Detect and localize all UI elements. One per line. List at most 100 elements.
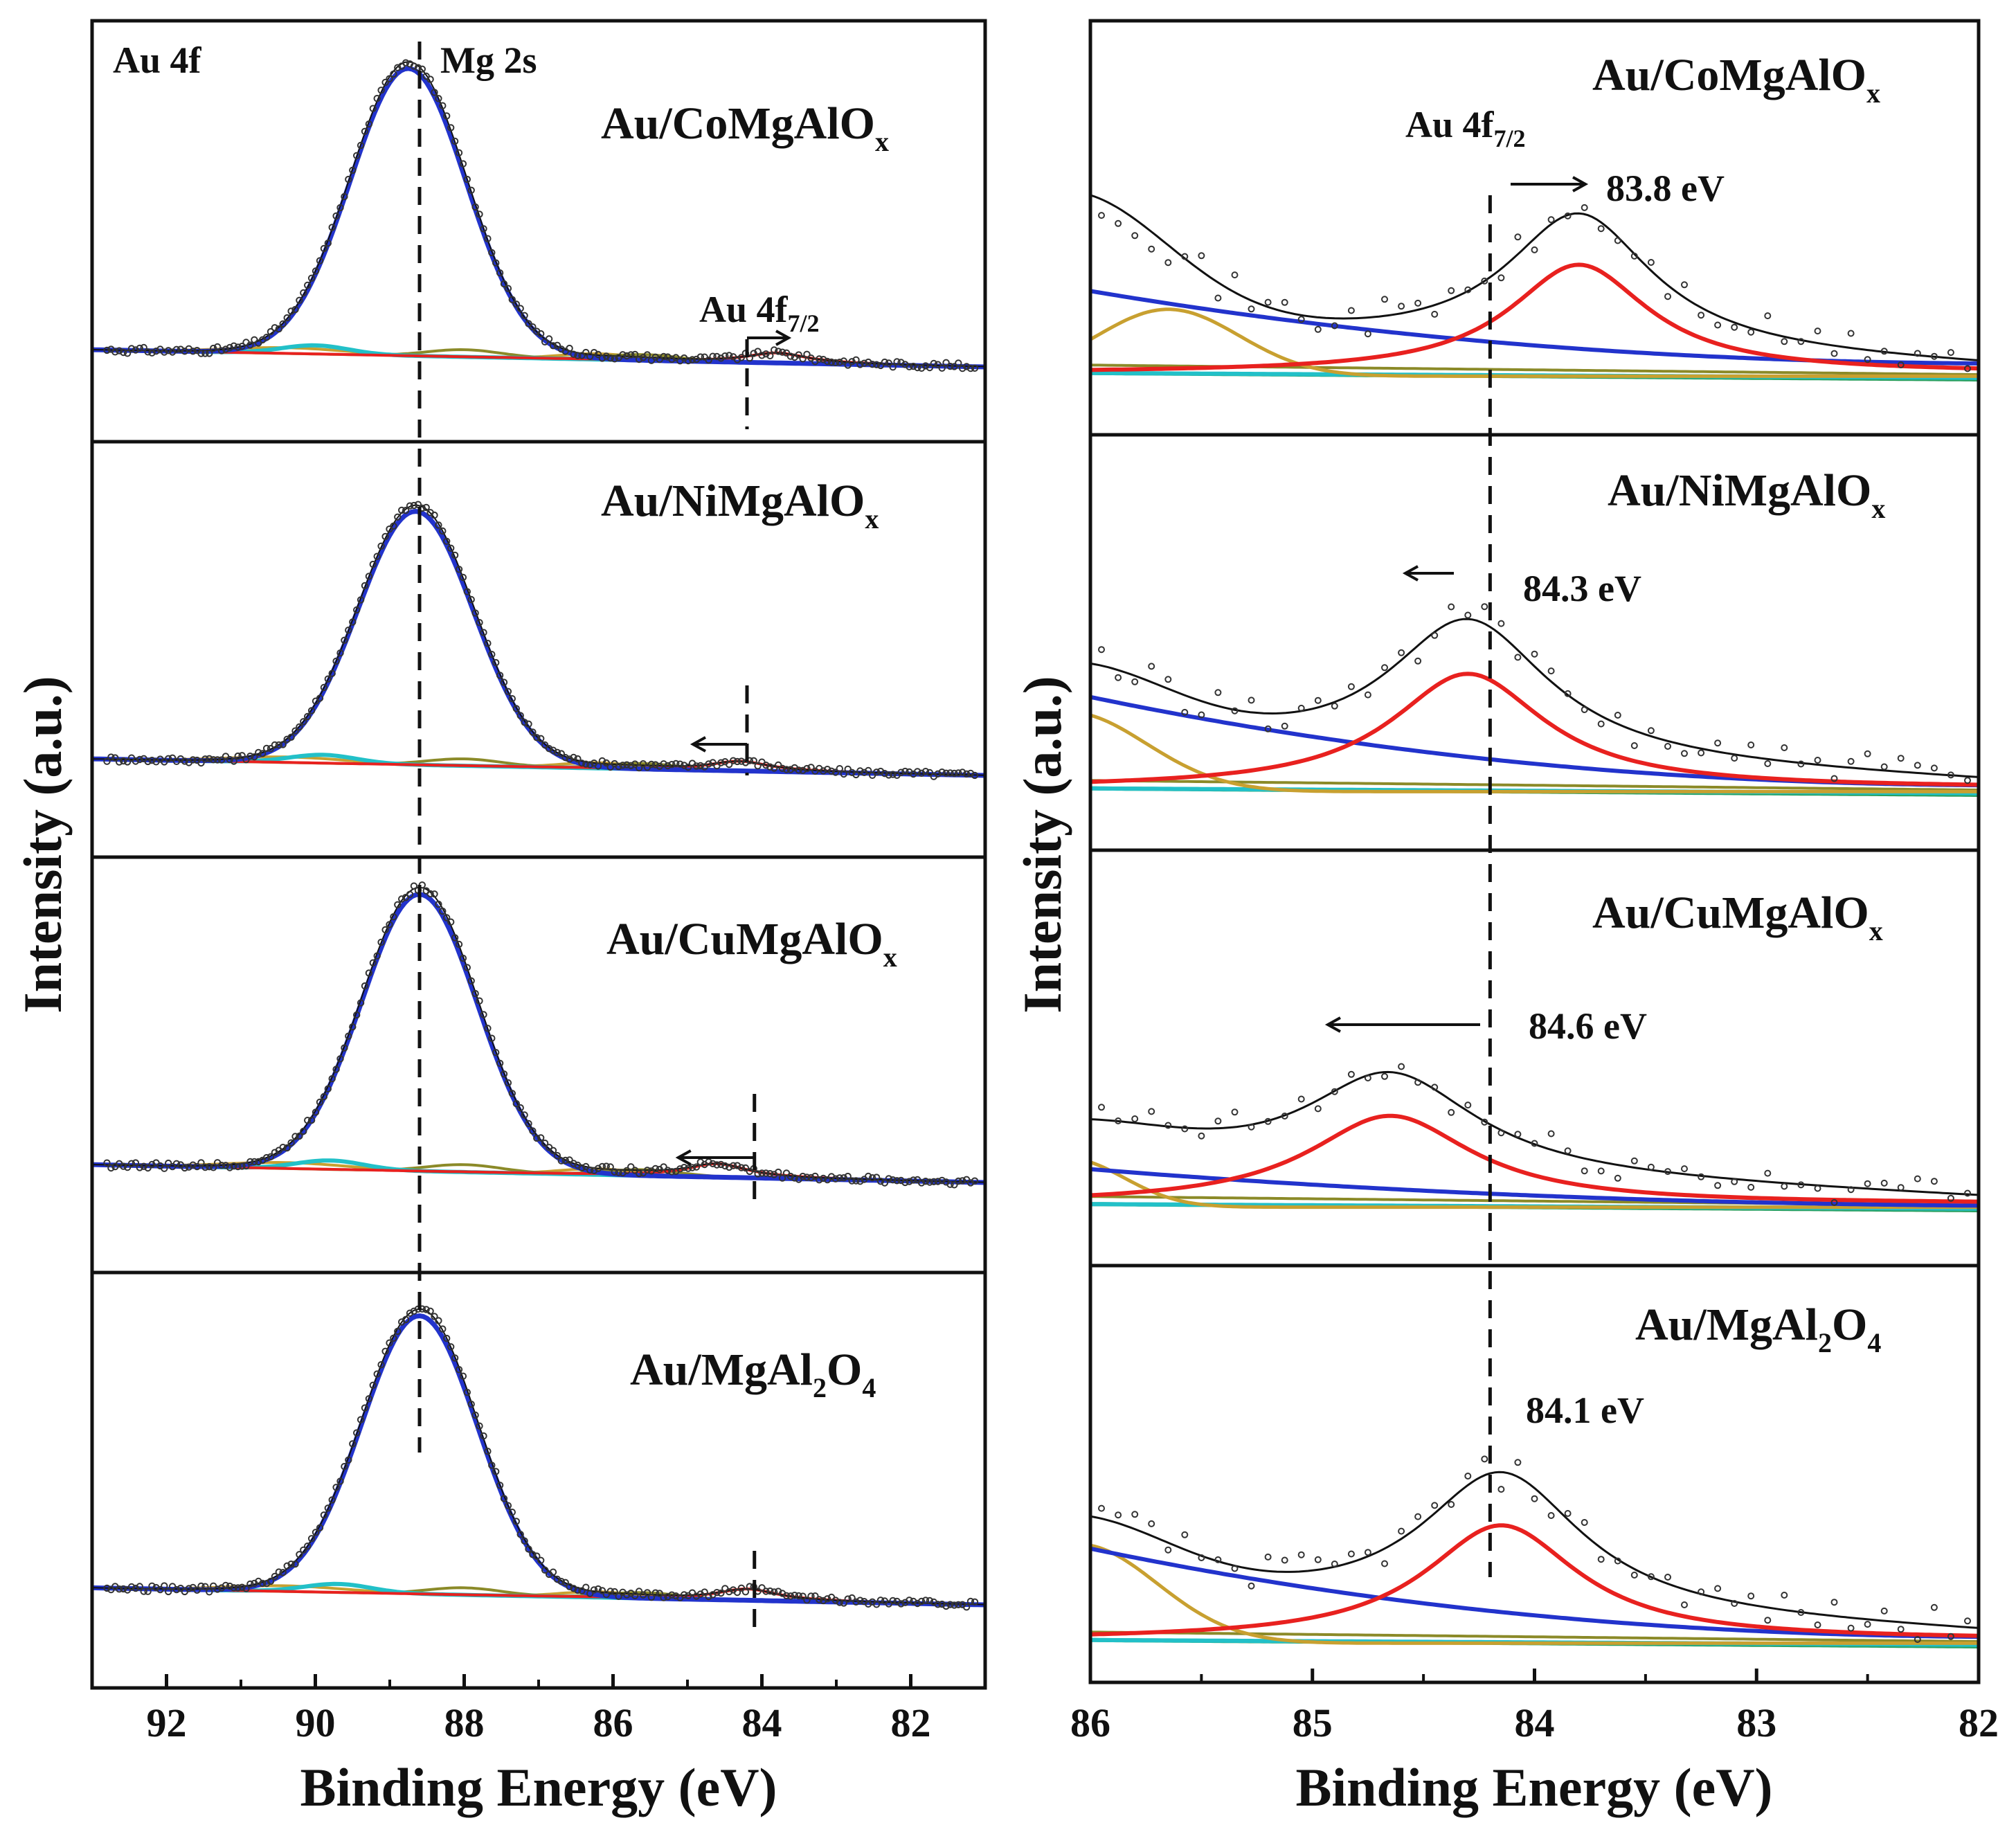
left-data-point xyxy=(660,1163,667,1171)
right-data-point xyxy=(1698,1173,1705,1180)
left-data-point xyxy=(226,1164,234,1171)
left-data-point xyxy=(336,649,344,657)
right-plot-area xyxy=(1089,176,1979,1648)
left-data-point xyxy=(533,1134,541,1142)
left-data-point xyxy=(651,1589,659,1597)
right-data-point xyxy=(1964,1189,1971,1197)
right-data-point xyxy=(1164,259,1172,267)
right-au-peak-fit xyxy=(1090,1113,1979,1204)
left-data-point xyxy=(320,1511,328,1519)
left-data-point xyxy=(345,1032,352,1040)
left-data-point xyxy=(684,763,692,771)
left-data-point xyxy=(590,349,598,357)
left-panel-2 xyxy=(91,501,986,780)
left-data-point xyxy=(717,759,725,766)
right-panel-3 xyxy=(1090,1063,1979,1212)
right-data-point xyxy=(1264,298,1272,306)
left-data-point xyxy=(959,1177,966,1185)
left-data-point xyxy=(410,882,418,890)
left-data-point xyxy=(901,1178,909,1187)
left-data-point xyxy=(521,1111,528,1119)
left-data-point xyxy=(545,335,553,343)
left-data-point xyxy=(402,507,410,514)
left-data-point xyxy=(365,1395,373,1403)
right-data-point xyxy=(1264,1553,1272,1561)
right-sample-label-cu-main: Au/CuMgAlO xyxy=(1592,888,1869,938)
left-data-point xyxy=(161,1582,168,1590)
left-data-point xyxy=(349,166,357,174)
right-data-point xyxy=(1880,1179,1888,1187)
left-data-point xyxy=(467,595,475,604)
left-data-point xyxy=(439,527,447,535)
left-sample-label-ni-main: Au/NiMgAlO xyxy=(601,476,865,526)
left-data-point xyxy=(439,907,447,915)
left-data-point xyxy=(357,596,365,604)
right-data-point xyxy=(1630,252,1638,260)
left-data-point xyxy=(955,359,962,367)
left-data-point xyxy=(332,212,340,220)
left-data-point xyxy=(795,766,802,774)
right-data-point xyxy=(1547,1512,1555,1519)
left-data-point xyxy=(664,1167,672,1174)
left-data-point xyxy=(471,1411,479,1419)
right-data-point xyxy=(1214,294,1222,302)
left-data-point xyxy=(566,755,573,763)
left-data-point xyxy=(304,281,312,289)
right-data-point xyxy=(1597,720,1605,728)
right-data-point xyxy=(1698,312,1705,319)
left-data-point xyxy=(341,1044,348,1052)
left-data-point xyxy=(942,359,950,366)
left-data-point xyxy=(816,1596,823,1603)
right-olive-component xyxy=(1090,779,1979,792)
left-data-point xyxy=(705,1592,712,1601)
left-data-point xyxy=(647,1593,656,1601)
left-data-point xyxy=(251,1158,258,1166)
left-data-point xyxy=(283,1144,291,1152)
left-data-point xyxy=(262,334,271,341)
left-data-point xyxy=(480,225,487,233)
left-data-point xyxy=(172,1160,181,1168)
right-gold-component xyxy=(1090,1160,1979,1210)
right-data-point xyxy=(1880,1607,1888,1615)
right-data-point xyxy=(1448,603,1455,611)
right-data-point xyxy=(1364,691,1371,699)
left-plot-area xyxy=(91,42,986,1634)
left-data-point xyxy=(492,1468,500,1475)
left-data-point xyxy=(369,959,377,967)
left-data-point xyxy=(283,1562,291,1570)
right-data-point xyxy=(1131,1511,1139,1518)
left-data-point xyxy=(492,1049,500,1057)
right-data-point xyxy=(1731,323,1738,331)
left-data-point xyxy=(328,669,336,677)
right-data-point xyxy=(1198,1132,1205,1140)
left-data-point xyxy=(307,1535,316,1543)
left-data-point xyxy=(549,342,557,350)
left-data-point xyxy=(627,1163,635,1171)
left-data-point xyxy=(775,348,782,355)
left-data-point xyxy=(574,755,582,763)
left-data-point xyxy=(737,1164,746,1171)
right-data-point xyxy=(1864,1180,1871,1187)
left-sample-label-ni: Au/NiMgAlOx xyxy=(601,476,879,534)
left-data-point xyxy=(316,694,324,702)
right-sample-label-ni-main: Au/NiMgAlO xyxy=(1608,465,1871,516)
left-data-point xyxy=(537,735,545,743)
right-panel-2 xyxy=(1090,603,1979,797)
left-data-point xyxy=(831,1175,840,1183)
left-data-point xyxy=(721,352,729,360)
left-data-point xyxy=(357,999,365,1007)
left-data-point xyxy=(541,741,549,749)
right-data-point xyxy=(1481,1118,1488,1126)
left-data-point xyxy=(795,351,802,359)
left-data-point xyxy=(521,719,528,726)
left-data-point xyxy=(643,1589,651,1597)
right-data-point xyxy=(1214,1556,1222,1563)
right-data-point xyxy=(1814,1185,1821,1192)
left-data-point xyxy=(443,914,451,922)
left-data-point xyxy=(758,1584,766,1592)
left-data-point xyxy=(647,760,656,768)
left-data-point xyxy=(549,1568,557,1576)
left-data-point xyxy=(688,1164,696,1171)
left-data-point xyxy=(885,1175,893,1183)
left-data-point xyxy=(275,741,282,749)
